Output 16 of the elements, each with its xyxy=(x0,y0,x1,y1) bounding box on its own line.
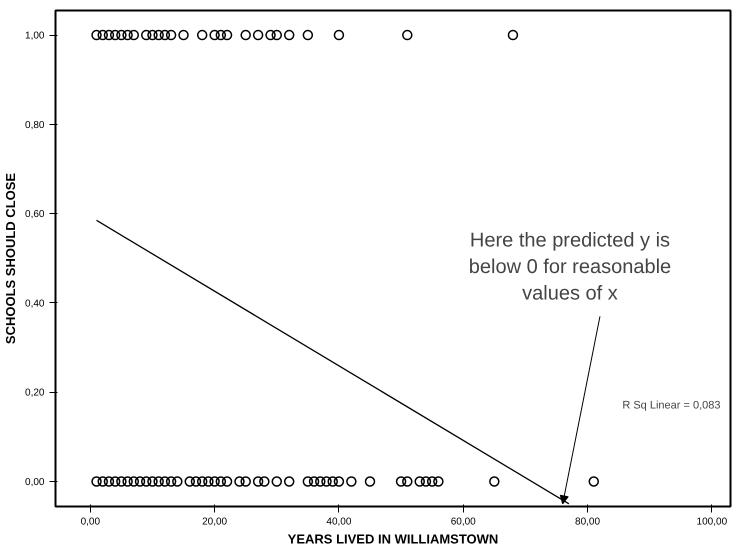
annotation: Here the predicted y is below 0 for reasonable values of x xyxy=(468,230,672,304)
y-tick-label: 0,60 xyxy=(25,209,45,220)
x-tick-label: 60,00 xyxy=(450,516,476,528)
x-tick-label: 100,00 xyxy=(696,516,728,528)
y-tick-label: 0,40 xyxy=(25,298,45,310)
x-tick-label: 0,00 xyxy=(80,516,100,528)
x-tick-label: 20,00 xyxy=(202,516,228,528)
x-tick-label: 40,00 xyxy=(326,516,352,528)
x-tick-label: 80,00 xyxy=(575,516,600,528)
annotation: R Sq Linear = 0,083 xyxy=(622,400,721,412)
y-tick-label: 0,20 xyxy=(25,388,45,399)
y-axis-title: SCHOOLS SHOULD CLOSE xyxy=(3,172,18,344)
y-tick-label: 0,80 xyxy=(25,120,45,131)
y-tick-label: 0,00 xyxy=(25,477,45,488)
y-tick-label: 1,00 xyxy=(25,30,45,42)
x-axis-title: YEARS LIVED IN WILLIAMSTOWN xyxy=(288,532,498,546)
